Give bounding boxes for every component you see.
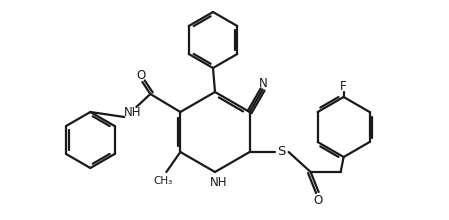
- Text: N: N: [259, 77, 268, 90]
- Text: O: O: [137, 68, 146, 81]
- Text: F: F: [340, 79, 347, 92]
- Text: S: S: [277, 145, 286, 158]
- Text: NH: NH: [123, 106, 141, 119]
- Text: NH: NH: [210, 176, 228, 189]
- Text: O: O: [313, 194, 322, 207]
- Text: CH₃: CH₃: [154, 176, 173, 186]
